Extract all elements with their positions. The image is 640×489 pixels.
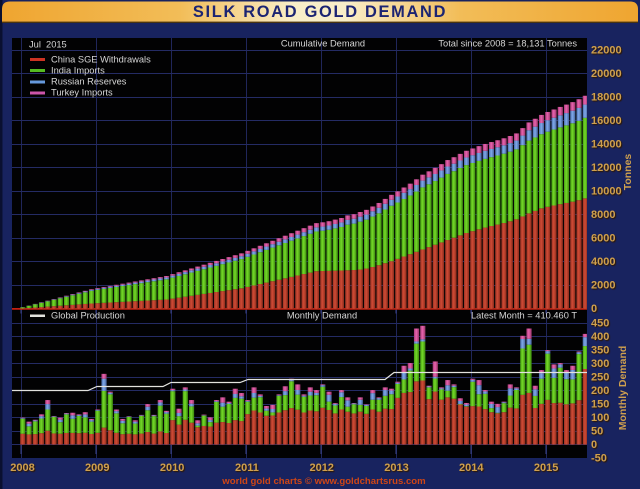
svg-text:SILK ROAD GOLD DEMAND: SILK ROAD GOLD DEMAND [193,3,447,21]
svg-text:100: 100 [591,412,609,424]
svg-text:450: 450 [591,317,609,329]
svg-text:10000: 10000 [591,186,622,198]
svg-text:2000: 2000 [591,280,615,292]
svg-text:4000: 4000 [591,256,615,268]
svg-text:22000: 22000 [591,45,622,57]
svg-text:0: 0 [591,303,597,315]
svg-text:world gold charts © www.goldch: world gold charts © www.goldchartsrus.co… [221,476,425,487]
svg-text:2012: 2012 [309,462,333,474]
svg-text:250: 250 [591,371,609,383]
svg-text:Russian Reserves: Russian Reserves [51,77,127,87]
svg-text:China SGE Withdrawals: China SGE Withdrawals [51,55,151,65]
svg-text:2008: 2008 [10,462,34,474]
svg-text:2011: 2011 [235,462,259,474]
svg-text:2009: 2009 [85,462,109,474]
svg-text:2015: 2015 [534,462,558,474]
svg-text:-50: -50 [591,452,607,464]
svg-text:Turkey Imports: Turkey Imports [51,88,113,98]
svg-text:14000: 14000 [591,139,622,151]
svg-text:8000: 8000 [591,209,615,221]
svg-text:Cumulative Demand: Cumulative Demand [281,39,365,49]
svg-text:Tonnes: Tonnes [622,154,634,191]
svg-text:Total since 2008 = 18,131 Tonn: Total since 2008 = 18,131 Tonnes [438,39,577,49]
svg-text:50: 50 [591,425,603,437]
svg-text:18000: 18000 [591,92,622,104]
svg-text:Monthly Demand: Monthly Demand [287,311,357,321]
svg-text:Monthly Demand: Monthly Demand [617,346,629,431]
svg-text:350: 350 [591,344,609,356]
svg-text:150: 150 [591,398,609,410]
svg-text:16000: 16000 [591,115,622,127]
svg-text:0: 0 [591,439,597,451]
svg-text:200: 200 [591,385,609,397]
svg-text:2013: 2013 [384,462,408,474]
svg-text:400: 400 [591,331,609,343]
svg-text:Latest Month = 410.460 T: Latest Month = 410.460 T [471,311,577,321]
svg-text:2010: 2010 [160,462,184,474]
svg-text:2014: 2014 [459,462,484,474]
svg-text:India Imports: India Imports [51,66,105,76]
svg-text:20000: 20000 [591,68,622,80]
svg-text:6000: 6000 [591,233,615,245]
svg-text:12000: 12000 [591,162,622,174]
svg-text:Global Production: Global Production [51,311,125,321]
svg-text:Jul 2015: Jul 2015 [29,40,67,50]
svg-text:300: 300 [591,358,609,370]
